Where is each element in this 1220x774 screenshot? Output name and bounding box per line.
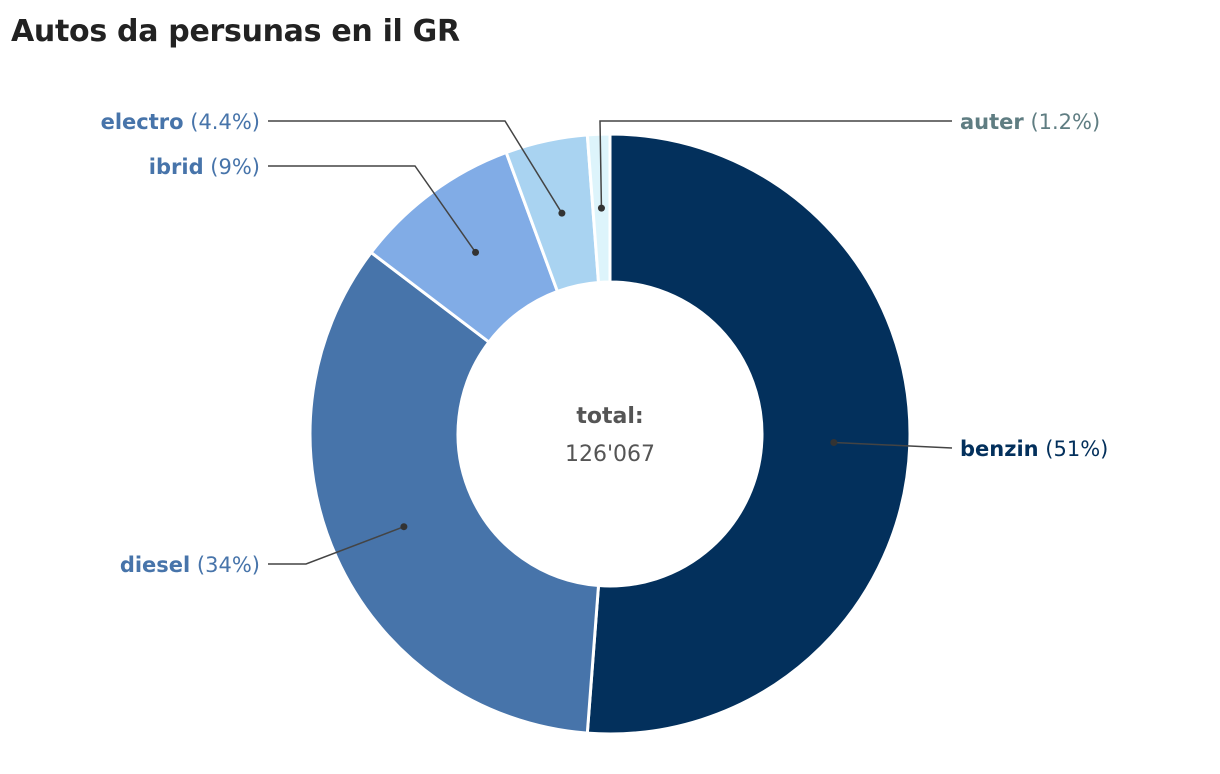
slice-label-name-diesel: diesel <box>120 553 190 577</box>
leader-line-electro <box>268 120 563 214</box>
leader-dot-ibrid <box>472 248 480 256</box>
slice-label-percent-diesel: (34%) <box>190 553 260 577</box>
leader-dot-diesel <box>400 523 408 531</box>
slice-label-electro: electro (4.4%) <box>101 110 260 134</box>
leader-dot-benzin <box>830 438 838 446</box>
leader-line-benzin <box>833 441 953 449</box>
slice-label-name-benzin: benzin <box>960 437 1039 461</box>
slice-labels-layer: benzin (51%) diesel (34%) ibrid (9%) electr… <box>101 110 1109 577</box>
leader-line-auter <box>599 120 952 209</box>
leader-line-diesel <box>268 526 405 565</box>
slice-label-percent-electro: (4.4%) <box>184 110 260 134</box>
slice-benzin <box>585 132 912 736</box>
slice-label-name-auter: auter <box>960 110 1024 134</box>
center-total-label: total: <box>576 404 643 429</box>
slice-label-percent-benzin: (51%) <box>1039 437 1109 461</box>
leader-dot-auter <box>597 204 605 212</box>
chart-title: Autos da persunas en il GR <box>11 14 460 49</box>
slices-layer <box>308 132 912 736</box>
slice-label-percent-auter: (1.2%) <box>1024 110 1100 134</box>
slice-label-benzin: benzin (51%) <box>960 437 1108 461</box>
slice-label-ibrid: ibrid (9%) <box>149 155 260 179</box>
slice-label-diesel: diesel (34%) <box>120 553 260 577</box>
leader-dot-electro <box>558 209 566 217</box>
leader-line-ibrid <box>268 165 477 253</box>
slice-label-auter: auter (1.2%) <box>960 110 1100 134</box>
slice-label-percent-ibrid: (9%) <box>204 155 260 179</box>
leader-lines-layer <box>268 120 953 565</box>
slice-diesel <box>308 250 601 735</box>
slice-label-name-ibrid: ibrid <box>149 155 204 179</box>
slice-label-name-electro: electro <box>101 110 184 134</box>
center-total-value: 126'067 <box>565 442 655 467</box>
